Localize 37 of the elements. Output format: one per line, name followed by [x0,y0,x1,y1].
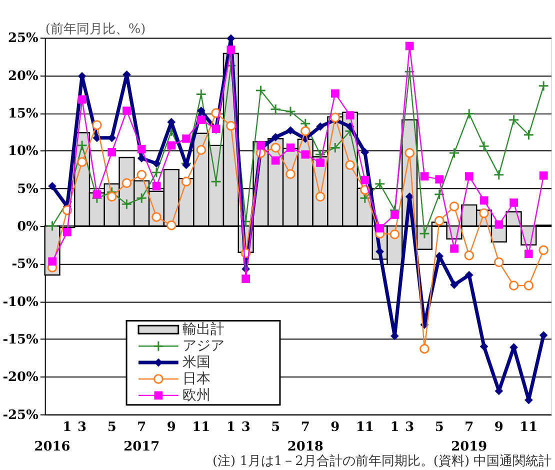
y-tick-label: 20% [8,68,38,84]
x-tick-label: 1 [62,420,72,435]
x-tick-label: 9 [330,420,340,435]
y-tick-label: 0% [17,220,38,235]
x-tick-label: 3 [78,420,87,435]
legend-label: アジア [182,338,224,354]
x-tick-label: 7 2017 [124,420,160,455]
legend-label: 日本 [182,370,210,387]
legend-label: 輸出計 [182,322,224,338]
x-tick-label: 5 [271,420,280,435]
x-tick-label: 9 [494,420,504,435]
x-tick-label: 11 [192,420,210,435]
y-axis-title: (前年同月比、%) [45,22,146,38]
y-tick-label: -15% [2,332,38,348]
x-tick-label: 9 [166,420,176,435]
x-tick-label: 5 [434,420,444,435]
x-tick-label: 11 [520,420,538,435]
x-tick-label: 5 [107,420,116,435]
y-tick-label: 25% [8,31,38,46]
y-tick-label: 15% [8,106,38,122]
x-tick-label: 2016 [34,440,70,455]
x-tick-label: 7 2018 [287,420,324,455]
text: (注) 1月は1－2月合計の前年同期比。(資料) 中国通関統計 [212,454,552,470]
y-tick-label: -10% [2,294,38,310]
y-tick-label: 10% [8,144,38,160]
y-tick-label: -5% [12,257,38,272]
x-tick-label: 1 [226,420,236,435]
x-tick-label: 1 [390,420,400,435]
x-tick-label: 11 [356,420,374,435]
x-tick-label: 7 2019 [451,420,488,455]
legend-label: 欧州 [182,387,210,404]
legend-label: 米国 [182,354,210,371]
y-tick-label: -25% [2,408,38,423]
y-tick-label: 5% [17,182,38,197]
x-tick-label: 3 [405,420,414,435]
x-tick-label: 3 [241,420,250,435]
y-tick-label: -20% [2,370,38,386]
